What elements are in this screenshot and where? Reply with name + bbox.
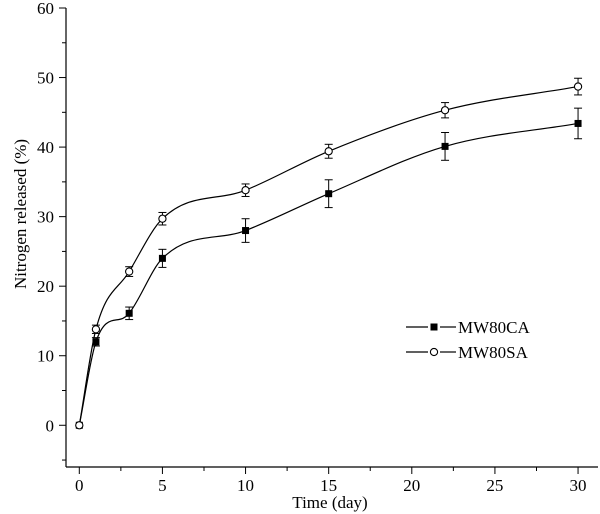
legend-entry: MW80SA [406,343,529,362]
data-point [158,214,167,223]
y-tick-label: 20 [37,277,54,296]
legend-marker [429,347,439,357]
x-tick-label: 5 [158,476,167,495]
data-point [91,325,101,334]
axes [65,8,598,468]
data-point [125,267,134,276]
series-MW80CA [75,107,583,429]
legend: MW80CA MW80SA [406,318,531,362]
y-tick-label: 60 [37,0,54,18]
data-point [325,190,333,198]
y-tick-label: 50 [37,69,54,88]
series-MW80SA [75,77,583,430]
data-point [574,119,582,127]
data-point [441,142,449,150]
y-tick-label: 40 [37,138,54,157]
data-point [125,309,133,317]
y-tick-label: 10 [37,347,54,366]
legend-marker [430,323,438,331]
series-line [78,122,579,426]
x-tick-label: 0 [75,476,84,495]
y-tick-label: 30 [37,208,54,227]
data-point [75,421,84,430]
data-point [242,227,250,235]
x-tick-label: 30 [570,476,587,495]
legend-label: MW80SA [458,343,529,362]
data-point [158,254,166,262]
data-point [573,82,583,91]
x-tick-label: 20 [403,476,420,495]
x-axis-title: Time (day) [292,493,367,512]
y-axis-title: Nitrogen released (%) [11,139,30,289]
series-line [78,85,579,426]
data-point [324,147,333,156]
x-tick-label: 10 [237,476,254,495]
ticks: 0 5 10 15 20 25 30 0 10 20 30 40 50 60 [37,0,587,495]
y-tick-label: 0 [46,416,55,435]
x-tick-label: 15 [320,476,337,495]
data-point [440,106,450,115]
legend-label: MW80CA [458,318,531,337]
data-point [92,338,100,346]
data-point [241,186,250,195]
legend-entry: MW80CA [406,318,531,337]
series-layer [75,77,583,430]
x-tick-label: 25 [486,476,503,495]
